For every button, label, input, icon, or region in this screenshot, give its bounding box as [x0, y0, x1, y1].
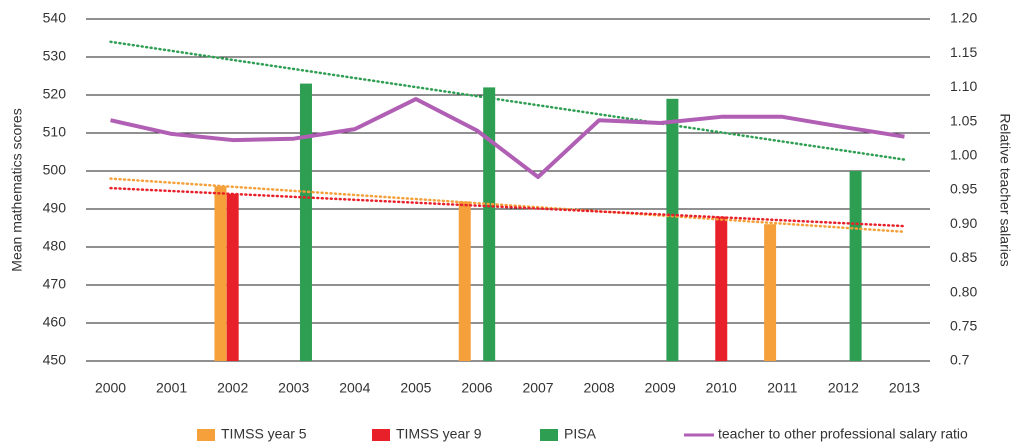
- x-tick-label: 2007: [522, 380, 553, 396]
- y2-tick-label: 1.10: [950, 78, 977, 94]
- y2-tick-label: 0.75: [950, 318, 977, 334]
- x-tick-label: 2012: [828, 380, 859, 396]
- y-tick-label: 490: [43, 200, 67, 216]
- x-tick-label: 2000: [95, 380, 126, 396]
- legend-swatch: [540, 429, 558, 441]
- bar: [458, 201, 471, 361]
- bar: [299, 83, 312, 361]
- y-tick-label: 470: [43, 276, 67, 292]
- legend-label: TIMSS year 5: [221, 426, 307, 442]
- line-series: [110, 97, 905, 180]
- bar: [715, 216, 728, 361]
- y-tick-label: 530: [43, 48, 67, 64]
- y2-tick-label: 0.80: [950, 283, 977, 299]
- y2-tick-label: 1.15: [950, 44, 977, 60]
- y-tick-label: 510: [43, 124, 67, 140]
- y2-tick-label: 1.05: [950, 112, 977, 128]
- y2-tick-label: 0.95: [950, 181, 977, 197]
- y-tick-label: 460: [43, 314, 67, 330]
- bar: [849, 171, 862, 361]
- x-tick-label: 2006: [461, 380, 492, 396]
- y-tick-label: 540: [43, 10, 67, 26]
- bar: [764, 224, 777, 361]
- trend-line: [109, 40, 906, 161]
- x-tick-label: 2013: [889, 380, 920, 396]
- legend-label: TIMSS year 9: [396, 426, 482, 442]
- bar: [214, 186, 227, 361]
- y2-tick-label: 1.20: [950, 10, 977, 26]
- bar: [666, 98, 679, 362]
- y-tick-label: 480: [43, 238, 67, 254]
- x-tick-label: 2009: [645, 380, 676, 396]
- legend-swatch: [197, 429, 215, 441]
- x-tick-label: 2001: [156, 380, 187, 396]
- bar: [226, 193, 239, 361]
- y-tick-label: 500: [43, 162, 67, 178]
- trend-line: [109, 186, 906, 228]
- x-tick-label: 2008: [584, 380, 615, 396]
- legend-swatch: [372, 429, 390, 441]
- x-tick-label: 2010: [706, 380, 737, 396]
- y-tick-label: 520: [43, 86, 67, 102]
- y-tick-label: 450: [43, 352, 67, 368]
- x-tick-label: 2011: [767, 380, 797, 396]
- y2-tick-label: 0.7: [950, 352, 970, 368]
- x-tick-label: 2003: [278, 380, 309, 396]
- y-axis-title: Mean mathematics scores: [9, 108, 25, 271]
- y2-tick-label: 0.90: [950, 215, 977, 231]
- y2-tick-label: 0.85: [950, 249, 977, 265]
- x-tick-label: 2005: [400, 380, 431, 396]
- y2-axis-title: Relative teacher salaries: [997, 113, 1013, 266]
- legend-label: teacher to other professional salary rat…: [718, 426, 968, 442]
- legend-label: PISA: [564, 426, 597, 442]
- x-tick-label: 2004: [339, 380, 370, 396]
- bar: [483, 87, 496, 362]
- x-tick-label: 2002: [217, 380, 248, 396]
- trend-line: [109, 177, 906, 234]
- y2-tick-label: 1.00: [950, 147, 977, 163]
